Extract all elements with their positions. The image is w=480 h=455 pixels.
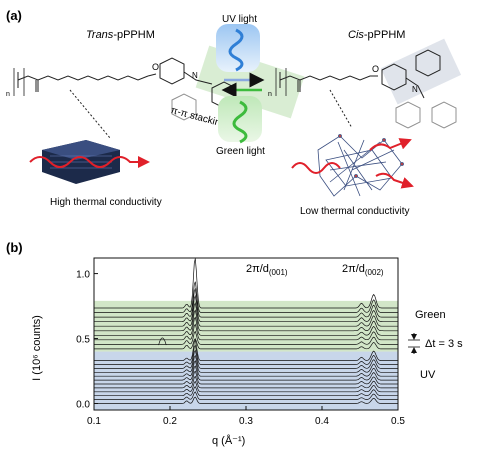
xrd-plot: 0.1 0.2 0.3 0.4 0.5 0.0 0.5 1.0 (76, 257, 405, 427)
uv-trace-10 (94, 349, 398, 369)
cis-title-italic: Cis (348, 29, 364, 41)
peak-002-text: 2π/d (342, 263, 365, 275)
trans-title-rest: -pPPHM (113, 29, 155, 41)
trans-nitrogen: N (192, 71, 198, 80)
x-tick-label: 0.5 (391, 416, 405, 427)
trans-title: Trans-pPPHM (86, 29, 155, 41)
green-wave-icon (232, 100, 248, 144)
y-tick-label: 0.5 (76, 335, 90, 346)
cis-heat-scatter-1 (369, 138, 412, 151)
green-trace-5 (94, 309, 398, 332)
y-axis-label: I (10⁶ counts) (31, 315, 43, 381)
peak-001-sub: (001) (269, 268, 288, 277)
cis-nitrogen: N (412, 85, 418, 94)
x-tick-label: 0.4 (315, 416, 329, 427)
trans-oxygen: O (152, 62, 159, 72)
green-trace-6 (94, 301, 398, 327)
green-light-glow (218, 96, 262, 142)
cis-title: Cis-pPPHM (348, 29, 405, 41)
dt-label: Δt = 3 s (425, 338, 463, 350)
y-tick-label: 1.0 (76, 270, 90, 281)
trans-callout-line (69, 89, 111, 139)
uv-region-fill (94, 351, 398, 410)
trans-crystal (29, 140, 150, 184)
green-trace-3 (94, 323, 398, 341)
uv-trace-6 (94, 370, 398, 385)
x-tick-label: 0.1 (87, 416, 101, 427)
uv-trace-12 (94, 339, 398, 361)
cis-plane (380, 38, 462, 105)
peak-002-sub: (002) (365, 268, 384, 277)
low-tc-label: Low thermal conductivity (300, 206, 410, 217)
green-trace-4 (94, 316, 398, 336)
trans-heat-wave (29, 156, 150, 168)
uv-trace-7 (94, 365, 398, 381)
uv-trace-8 (94, 359, 398, 377)
uv-light-label: UV light (222, 14, 257, 25)
uv-trace-9 (94, 354, 398, 373)
peak-001-text: 2π/d (246, 263, 269, 275)
uv-series-label: UV (420, 369, 436, 381)
cis-title-rest: -pPPHM (364, 29, 406, 41)
uv-wave-icon (228, 28, 244, 72)
minor-peak-trace (158, 337, 167, 346)
x-tick-label: 0.3 (239, 416, 253, 427)
green-trace-1 (94, 338, 398, 350)
green-light-label: Green light (216, 146, 265, 157)
green-trace-7 (94, 294, 398, 323)
panel-a-label: (a) (6, 8, 22, 23)
cis-callout-line (329, 89, 353, 129)
uv-trace-4 (94, 380, 398, 393)
trans-title-italic: Trans (86, 29, 114, 41)
x-tick-label: 0.2 (163, 416, 177, 427)
uv-light-glow (216, 24, 260, 72)
peak-002-label: 2π/d(002) (342, 263, 384, 277)
green-trace-2 (94, 330, 398, 345)
panel-b-label: (b) (6, 240, 23, 255)
cis-heat-scatter-2 (375, 172, 414, 189)
cis-subscript-n: n (268, 91, 272, 98)
green-trace-8 (94, 287, 398, 318)
uv-trace-11 (94, 344, 398, 365)
cis-heat-wave-in (291, 162, 341, 174)
cis-oxygen: O (372, 64, 379, 74)
uv-trace-3 (94, 386, 398, 397)
green-trace-10 (94, 258, 398, 309)
high-tc-label: High thermal conductivity (50, 197, 162, 208)
y-tick-label: 0.0 (76, 400, 90, 411)
peak-001-label: 2π/d(001) (246, 263, 288, 277)
cis-molecule (275, 38, 462, 129)
green-series-label: Green (415, 309, 446, 321)
green-trace-9 (94, 281, 398, 313)
cis-network (317, 134, 404, 197)
uv-trace-5 (94, 375, 398, 389)
trans-subscript-n: n (6, 91, 10, 98)
uv-trace-1 (94, 396, 398, 404)
x-axis-label: q (Å⁻¹) (212, 434, 245, 447)
uv-trace-2 (94, 391, 398, 400)
